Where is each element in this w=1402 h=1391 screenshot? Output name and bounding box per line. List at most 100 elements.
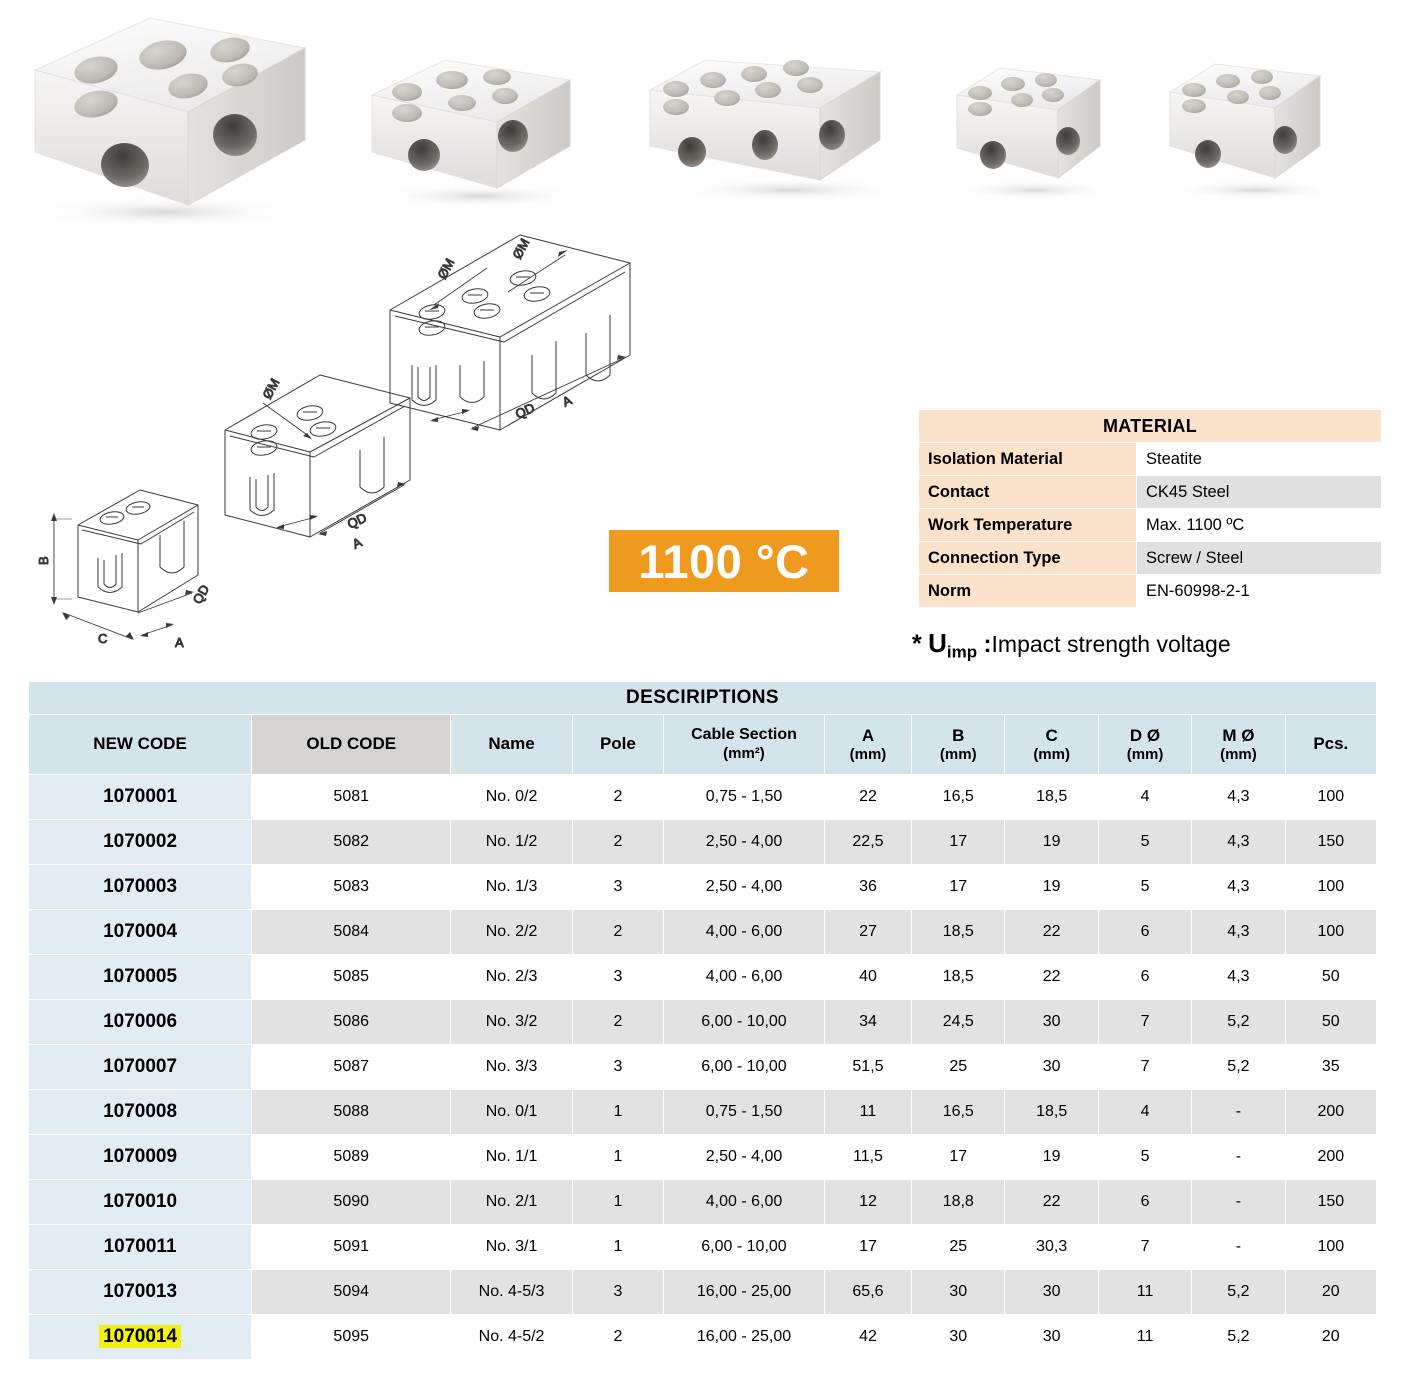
cell-b: 16,5 — [911, 1089, 1006, 1135]
material-table: MATERIAL Isolation Material Steatite Con… — [918, 409, 1382, 608]
product-photo-2 — [370, 59, 585, 208]
cell-cable-section: 2,50 - 4,00 — [663, 1134, 825, 1180]
drawing-small-2pole — [51, 489, 199, 640]
material-title-row: MATERIAL — [918, 409, 1382, 443]
cell-d-diameter: 5 — [1097, 819, 1193, 865]
cell-new-code: 1070013 — [27, 1269, 253, 1315]
cell-name: No. 3/3 — [450, 1044, 573, 1090]
material-row: Connection Type Screw / Steel — [918, 541, 1382, 575]
cell-c: 30,3 — [1004, 1224, 1099, 1270]
cell-pcs: 200 — [1284, 1089, 1378, 1135]
cell-c: 30 — [1004, 1269, 1099, 1315]
cell-new-code: 1070002 — [27, 819, 253, 865]
drawing-label-a-3: A — [175, 635, 184, 650]
cell-a: 34 — [823, 999, 913, 1045]
cell-m-diameter: 4,3 — [1191, 819, 1286, 865]
table-row: 1070008 5088 No. 0/1 1 0,75 - 1,50 11 16,5 18,5… — [27, 1089, 1378, 1135]
cell-m-diameter: 5,2 — [1191, 999, 1286, 1045]
cell-old-code: 5081 — [251, 774, 452, 820]
header-cable-section-unit: (mm²) — [723, 745, 765, 763]
cell-old-code: 5083 — [251, 864, 452, 910]
cell-b: 18,8 — [911, 1179, 1006, 1225]
cell-d-diameter: 6 — [1097, 909, 1193, 955]
cell-pole: 2 — [571, 1314, 665, 1360]
cell-cable-section: 6,00 - 10,00 — [663, 999, 825, 1045]
cell-new-code: 1070004 — [27, 909, 253, 955]
cell-d-diameter: 4 — [1097, 774, 1193, 820]
temperature-badge-label: 1100 °C — [638, 534, 810, 588]
cell-new-code: 1070007 — [27, 1044, 253, 1090]
header-a-text: A — [861, 725, 875, 745]
cell-b: 18,5 — [911, 909, 1006, 955]
header-d-text: D Ø — [1129, 725, 1161, 745]
cell-c: 19 — [1004, 864, 1099, 910]
material-key-norm: Norm — [918, 574, 1137, 608]
header-m-diameter: M Ø (mm) — [1191, 714, 1286, 775]
product-photo-5 — [1168, 63, 1340, 200]
drawing-label-qd-1: QD — [513, 400, 537, 422]
header-pcs: Pcs. — [1284, 714, 1378, 775]
cell-b: 25 — [911, 1044, 1006, 1090]
cell-a: 11 — [823, 1089, 913, 1135]
cell-a: 12 — [823, 1179, 913, 1225]
cell-a: 11,5 — [823, 1134, 913, 1180]
cell-pcs: 100 — [1284, 909, 1378, 955]
cell-old-code: 5094 — [251, 1269, 452, 1315]
cell-d-diameter: 11 — [1097, 1314, 1193, 1360]
cell-name: No. 4-5/2 — [450, 1314, 573, 1360]
header-m-text: M Ø — [1222, 725, 1255, 745]
product-photo-3 — [648, 59, 908, 202]
cell-pcs: 150 — [1284, 1179, 1378, 1225]
material-table-title: MATERIAL — [918, 409, 1382, 443]
cell-name: No. 1/1 — [450, 1134, 573, 1180]
drawing-label-om-2: ØM — [509, 236, 532, 262]
cell-new-code: 1070003 — [27, 864, 253, 910]
cell-name: No. 2/2 — [450, 909, 573, 955]
table-row: 1070005 5085 No. 2/3 3 4,00 - 6,00 40 18,5 22 6 4… — [27, 954, 1378, 1000]
product-photos-svg — [25, 17, 1340, 228]
cell-d-diameter: 4 — [1097, 1089, 1193, 1135]
cell-new-code: 1070011 — [27, 1224, 253, 1270]
cell-a: 36 — [823, 864, 913, 910]
descriptions-body: 1070001 5081 No. 0/2 2 0,75 - 1,50 22 16,5 18,5… — [27, 774, 1378, 1360]
cell-a: 65,6 — [823, 1269, 913, 1315]
material-key-isolation: Isolation Material — [918, 442, 1137, 476]
cell-b: 30 — [911, 1269, 1006, 1315]
uimp-subscript: imp — [946, 642, 978, 662]
cell-pcs: 100 — [1284, 1224, 1378, 1270]
cell-a: 42 — [823, 1314, 913, 1360]
cell-a: 27 — [823, 909, 913, 955]
cell-cable-section: 6,00 - 10,00 — [663, 1224, 825, 1270]
cell-name: No. 0/1 — [450, 1089, 573, 1135]
cell-name: No. 0/2 — [450, 774, 573, 820]
cell-m-diameter: 5,2 — [1191, 1269, 1286, 1315]
cell-pole: 1 — [571, 1179, 665, 1225]
drawing-label-qd-2: QD — [345, 510, 369, 532]
table-row: 1070010 5090 No. 2/1 1 4,00 - 6,00 12 18,8 22 6-… — [27, 1179, 1378, 1225]
cell-c: 19 — [1004, 819, 1099, 865]
material-value-contact: CK45 Steel — [1136, 475, 1382, 509]
cell-d-diameter: 5 — [1097, 1134, 1193, 1180]
cell-d-diameter: 11 — [1097, 1269, 1193, 1315]
cell-a: 51,5 — [823, 1044, 913, 1090]
cell-new-code: 1070008 — [27, 1089, 253, 1135]
cell-new-code: 1070009 — [27, 1134, 253, 1180]
drawing-label-qd-3: QD — [190, 582, 213, 606]
cell-cable-section: 2,50 - 4,00 — [663, 819, 825, 865]
cell-cable-section: 4,00 - 6,00 — [663, 1179, 825, 1225]
cell-pcs: 20 — [1284, 1314, 1378, 1360]
cell-new-code: 1070010 — [27, 1179, 253, 1225]
table-row: 1070011 5091 No. 3/1 1 6,00 - 10,00 17 25 30,3 7… — [27, 1224, 1378, 1270]
header-d-diameter: D Ø (mm) — [1097, 714, 1193, 775]
table-row: 1070009 5089 No. 1/1 1 2,50 - 4,00 11,5 17 19 5-… — [27, 1134, 1378, 1180]
cell-pcs: 150 — [1284, 819, 1378, 865]
descriptions-title-row: DESCIRIPTIONS — [28, 681, 1377, 715]
cell-b: 24,5 — [911, 999, 1006, 1045]
cell-pcs: 100 — [1284, 864, 1378, 910]
header-a: A (mm) — [823, 714, 913, 775]
cell-c: 22 — [1004, 909, 1099, 955]
material-row: Isolation Material Steatite — [918, 442, 1382, 476]
material-value-norm: EN-60998-2-1 — [1136, 574, 1382, 608]
drawing-medium-2pole — [224, 374, 411, 538]
